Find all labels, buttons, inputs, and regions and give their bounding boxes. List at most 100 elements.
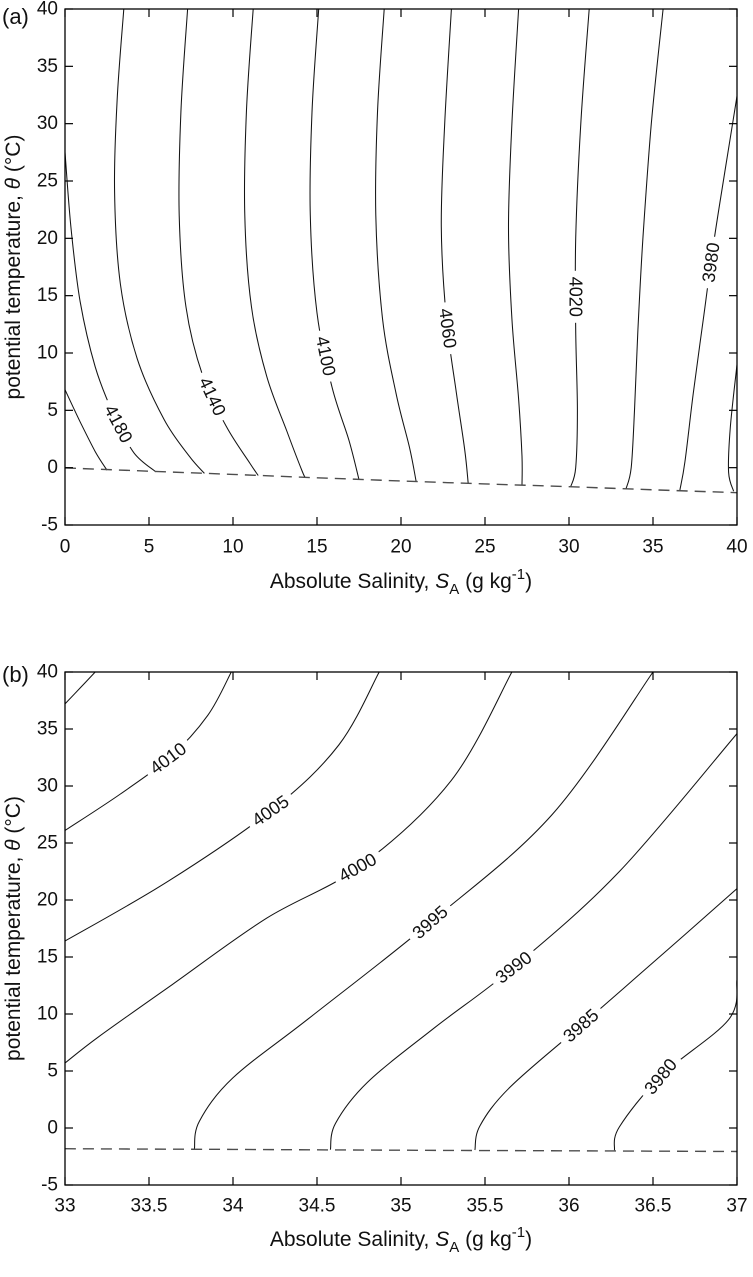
contour-line-4120 — [243, 8, 306, 478]
contour-line-4000 — [625, 8, 664, 489]
x-tick-label: 36 — [558, 1196, 579, 1217]
y-tick-label: 35 — [37, 719, 58, 740]
contour-line-4040 — [507, 8, 523, 486]
contour-label-gap — [434, 301, 461, 356]
contour-label-gap — [698, 235, 724, 290]
contour-line-4015 — [64, 671, 96, 705]
y-tick-label: 10 — [37, 343, 58, 364]
contour-label-group: 4060 — [434, 301, 461, 356]
contour-line-3960 — [727, 364, 738, 492]
x-axis-label-part: -1 — [512, 566, 525, 583]
x-tick-label: 35 — [390, 1196, 411, 1217]
x-tick-label: 0 — [60, 537, 71, 558]
contour-label-group: 3995 — [404, 897, 456, 947]
contour-label: 4100 — [312, 334, 340, 377]
x-tick-label: 33.5 — [131, 1196, 168, 1217]
contour-line-3980 — [679, 96, 738, 491]
x-axis-label: Absolute Salinity, SA (g kg-1) — [270, 566, 532, 598]
contour-line-4000 — [64, 671, 513, 1064]
x-tick-label: 35.5 — [467, 1196, 504, 1217]
panel-tag: (a) — [2, 4, 29, 29]
y-axis-label: potential temperature, θ (°C) — [2, 796, 25, 1061]
contour-label-gap — [555, 1001, 607, 1050]
x-axis-label-part: S — [435, 1228, 449, 1251]
x-axis-label-part: Absolute Salinity, — [270, 570, 435, 593]
y-axis-label: potential temperature, θ (°C) — [2, 135, 25, 400]
contour-line-4020 — [570, 8, 590, 487]
contour-label-group: 4005 — [243, 788, 298, 834]
contour-line-4100 — [309, 8, 360, 480]
y-tick-label: 25 — [37, 833, 58, 854]
x-axis-label: Absolute Salinity, SA (g kg-1) — [270, 1224, 532, 1256]
y-tick-label: 5 — [47, 400, 58, 421]
contour-label-gap — [311, 328, 341, 384]
x-tick-label: 20 — [390, 537, 411, 558]
x-tick-label: 40 — [726, 537, 747, 558]
contour-label-group: 4010 — [141, 735, 195, 782]
y-axis-label-part: θ — [2, 177, 25, 189]
x-axis-label-part: (g kg — [459, 1228, 512, 1251]
contour-label-group: 4000 — [330, 846, 385, 889]
y-tick-label: -5 — [41, 1175, 58, 1196]
contour-label: 4020 — [566, 277, 586, 317]
x-tick-label: 25 — [474, 537, 495, 558]
y-tick-label: 5 — [47, 1061, 58, 1082]
x-axis-label-part: ) — [525, 1228, 532, 1251]
contour-label-group: 3990 — [487, 944, 541, 991]
y-axis-label-part: potential temperature, — [2, 189, 25, 399]
x-axis-label-part: A — [449, 1239, 459, 1256]
contour-label-group: 4180 — [97, 396, 139, 452]
y-axis-label-part: (°C) — [2, 796, 25, 839]
y-tick-label: 15 — [37, 947, 58, 968]
contour-line-3990 — [329, 733, 738, 1150]
x-tick-label: 36.5 — [635, 1196, 672, 1217]
panel-b: 4010 4005 4000 3995 3990 3985 3980 33 33.5 34 34.5… — [2, 662, 748, 1257]
y-axis-label-part: θ — [2, 839, 25, 851]
y-axis-label-part: (°C) — [2, 135, 25, 178]
axes-box — [64, 8, 738, 526]
y-tick-label: 35 — [37, 56, 58, 77]
contour-label-group: 4020 — [566, 270, 586, 323]
x-axis-label-part: (g kg — [459, 570, 512, 593]
contour-label-gap — [97, 396, 139, 452]
contour-label: 4060 — [435, 307, 460, 349]
contour-line-4180 — [64, 152, 157, 473]
x-tick-label: 35 — [642, 537, 663, 558]
contour-line-3995 — [193, 671, 654, 1150]
x-axis-label-part: Absolute Salinity, — [270, 1228, 435, 1251]
contour-line-4010 — [64, 671, 232, 831]
x-tick-label: 30 — [558, 537, 579, 558]
y-tick-label: -5 — [41, 515, 58, 536]
y-tick-label: 20 — [37, 228, 58, 249]
contour-label-group: 3985 — [555, 1001, 607, 1050]
contour-line-4200 — [64, 389, 108, 471]
y-tick-label: 40 — [37, 662, 58, 683]
contour-line-3985 — [474, 888, 738, 1151]
contour-label-gap — [192, 368, 232, 425]
y-tick-label: 20 — [37, 890, 58, 911]
x-tick-label: 33 — [54, 1196, 75, 1217]
contour-label: 4140 — [195, 374, 230, 419]
x-tick-label: 37 — [726, 1196, 747, 1217]
x-axis-label-part: S — [435, 570, 449, 593]
contour-label-gap — [566, 270, 586, 323]
contour-line-4060 — [440, 8, 469, 484]
contour-label-gap — [636, 1050, 685, 1103]
contour-label-group: 3980 — [636, 1050, 685, 1103]
x-axis-label-part: A — [449, 581, 459, 598]
panel-tag: (b) — [2, 662, 29, 687]
freezing-temperature-dashed-line — [64, 1148, 738, 1153]
contour-label-gap — [243, 788, 298, 834]
contour-label: 4000 — [335, 849, 380, 886]
contour-label-gap — [141, 735, 195, 782]
x-tick-label: 34.5 — [299, 1196, 336, 1217]
contour-line-4080 — [375, 8, 417, 482]
contour-line-4160 — [113, 8, 205, 474]
x-tick-label: 10 — [222, 537, 243, 558]
x-tick-label: 34 — [222, 1196, 244, 1217]
plot-area: 4010 4005 4000 3995 3990 3985 3980 — [64, 671, 738, 1153]
y-tick-label: 0 — [47, 457, 58, 478]
